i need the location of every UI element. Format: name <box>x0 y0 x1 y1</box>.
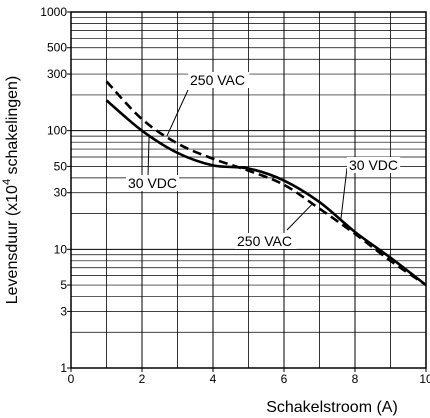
series-lines <box>105 80 427 287</box>
grid-lines <box>71 12 426 368</box>
series-line-30-vdc <box>105 99 427 287</box>
x-tick-label: 10 <box>419 372 430 386</box>
annotation-pointer <box>166 89 189 137</box>
y-tick-label: 5 <box>60 278 67 292</box>
annotation-label: 30 VDC <box>128 175 177 191</box>
y-tick-label: 100 <box>47 124 67 138</box>
annotation-label: 250 VAC <box>190 72 245 88</box>
y-tick-label: 500 <box>47 41 67 55</box>
annotation-label: 250 VAC <box>237 233 292 249</box>
y-tick-label: 3 <box>60 304 67 318</box>
y-axis-label-exponent: 4 <box>1 179 13 185</box>
annotations: 250 VAC 30 VDC 30 VDC 250 VAC <box>126 72 401 249</box>
x-tick-label: 2 <box>139 372 146 386</box>
annotation-background <box>126 175 180 191</box>
y-axis-label: Levensduur (x104 schakelingen) <box>1 76 21 304</box>
y-axis-label-main: Levensduur (x10 <box>4 185 21 304</box>
plot-frame <box>70 11 427 369</box>
y-tick-label: 1000 <box>40 5 67 19</box>
x-tick-label: 8 <box>352 372 359 386</box>
annotation-pointer <box>340 167 348 221</box>
x-tick-label: 0 <box>68 372 75 386</box>
y-tick-label: 50 <box>54 159 68 173</box>
axes <box>67 11 427 372</box>
annotation-pointer <box>286 203 313 231</box>
x-tick-label: 6 <box>281 372 288 386</box>
annotation-background <box>347 157 401 173</box>
annotation-pointer <box>147 135 150 177</box>
y-tick-label: 30 <box>54 186 68 200</box>
annotation-label: 30 VDC <box>349 157 398 173</box>
x-tick-label: 4 <box>210 372 217 386</box>
annotation-background <box>235 233 297 249</box>
annotation-background <box>188 72 250 88</box>
y-tick-label: 1 <box>60 361 67 375</box>
y-tick-label: 10 <box>54 242 68 256</box>
tick-labels: 0 2 4 6 8 10 1 3 5 10 30 50 100 300 500 1000 <box>40 5 430 386</box>
x-axis-label: Schakelstroom (A) <box>266 399 398 416</box>
series-line-250-vac <box>105 80 427 287</box>
y-axis-label-suffix: schakelingen) <box>4 76 21 179</box>
y-tick-label: 300 <box>47 67 67 81</box>
